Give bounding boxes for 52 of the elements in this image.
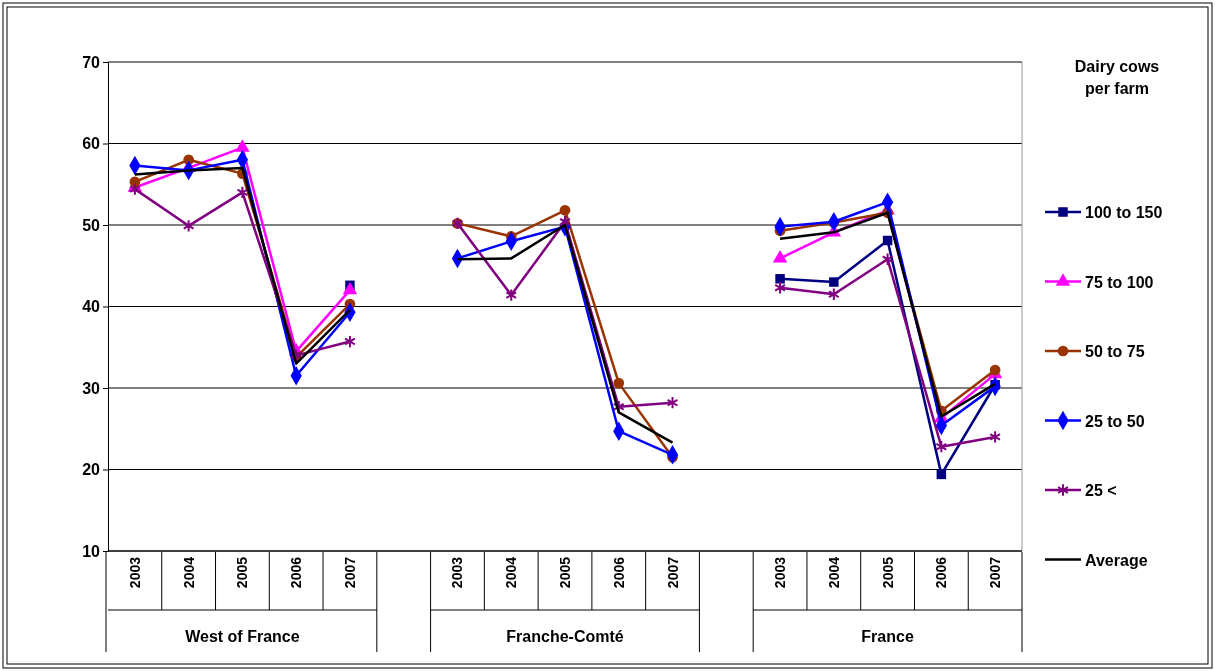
legend-label: 25 to 50 [1085, 412, 1145, 430]
x-tick-label: 2006 [288, 556, 305, 589]
point [128, 182, 141, 196]
y-tick-label: 20 [82, 461, 101, 479]
point [505, 288, 518, 302]
point [182, 219, 195, 233]
y-tick-label: 30 [82, 379, 101, 397]
legend-title: Dairy cows per farm [1074, 58, 1160, 97]
point [775, 274, 785, 284]
x-tick-label: 2004 [503, 556, 520, 589]
x-tick-label: 2005 [879, 556, 896, 589]
y-tick-label: 70 [82, 53, 101, 71]
legend-label: Average [1085, 551, 1148, 569]
point [989, 430, 1002, 444]
point [612, 400, 625, 414]
point [827, 287, 840, 301]
x-tick-label: 2007 [987, 556, 1004, 589]
point [935, 440, 948, 454]
text: West of France [185, 628, 300, 645]
point [772, 250, 788, 263]
legend-label: 75 to 100 [1085, 273, 1154, 291]
x-tick-label: 2003 [449, 556, 466, 589]
legend-label: 25 < [1085, 482, 1117, 499]
x-tick-label: 2004 [825, 556, 842, 589]
point [235, 139, 250, 152]
y-tick-label: 10 [82, 542, 101, 560]
x-tick-label: 2007 [664, 556, 681, 589]
point [613, 377, 625, 389]
point [559, 204, 571, 216]
y-tick-label: 40 [82, 298, 101, 316]
x-tick-label: 2004 [180, 556, 197, 589]
x-tick-label: 2005 [557, 556, 573, 589]
point [666, 396, 679, 410]
point [344, 334, 356, 349]
point [829, 277, 839, 287]
x-tick-label: 2006 [610, 556, 627, 589]
y-tick-label: 50 [82, 216, 101, 234]
text: France [861, 628, 914, 645]
x-tick-label: 2005 [234, 556, 251, 589]
legend-label: 100 to 150 [1085, 204, 1163, 221]
x-tick-label: 2007 [341, 556, 358, 589]
legend-label: 50 to 75 [1085, 343, 1145, 360]
text: Franche-Comté [506, 628, 624, 645]
point [236, 185, 249, 200]
x-tick-label: 2006 [933, 556, 950, 589]
x-tick-label: 2003 [772, 556, 789, 589]
point [774, 281, 786, 295]
point [936, 469, 947, 480]
x-tick-label: 2003 [126, 556, 143, 589]
point [881, 252, 894, 266]
point [882, 235, 893, 246]
y-tick-label: 60 [82, 135, 101, 153]
